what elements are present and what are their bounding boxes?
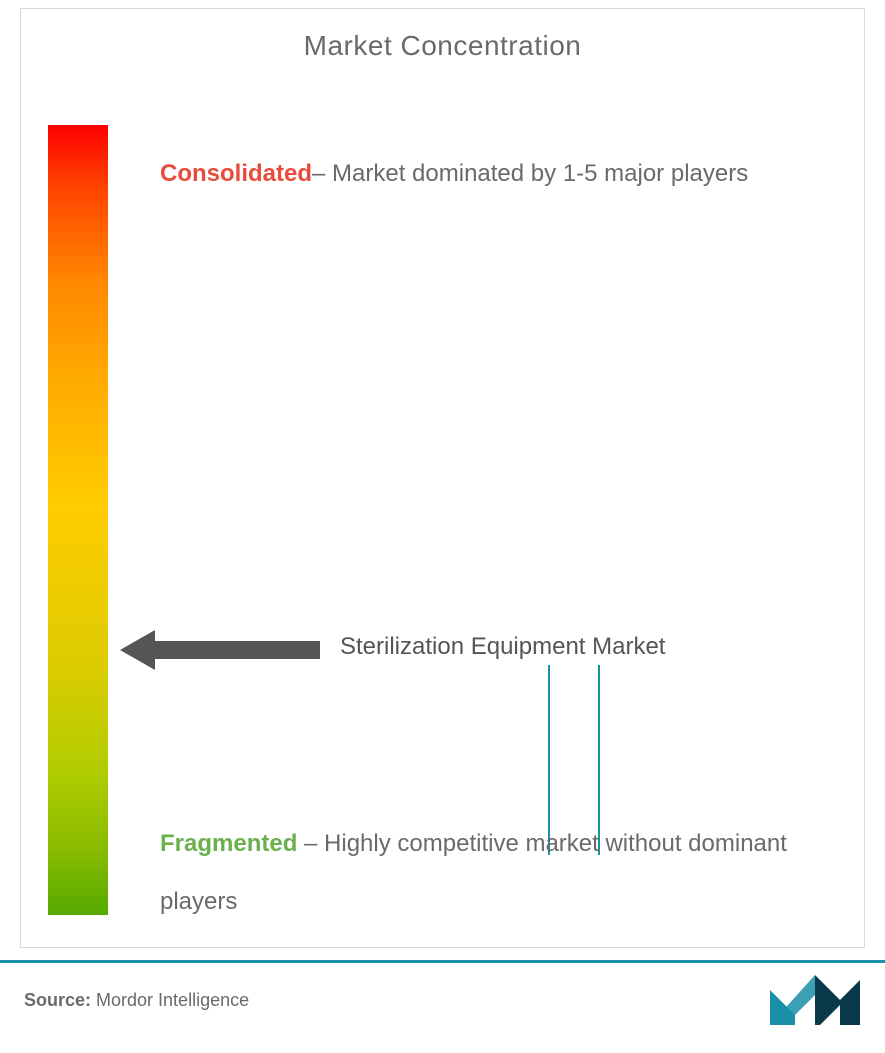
source-name: Mordor Intelligence [91, 990, 249, 1010]
fragmented-label: Fragmented [160, 830, 297, 857]
consolidated-text: – Market dominated by 1-5 major players [312, 160, 748, 187]
infographic-container: Market Concentration Consolidated– Marke… [0, 0, 885, 1053]
consolidated-description: Consolidated– Market dominated by 1-5 ma… [160, 145, 820, 203]
concentration-gradient-scale [48, 125, 108, 915]
fragmented-description: Fragmented – Highly competitive market w… [160, 815, 820, 930]
footer-divider [0, 960, 885, 963]
market-pointer-arrow [120, 625, 320, 675]
page-title: Market Concentration [0, 30, 885, 62]
source-label: Source: [24, 990, 91, 1010]
source-attribution: Source: Mordor Intelligence [24, 990, 249, 1011]
consolidated-label: Consolidated [160, 160, 312, 187]
market-label: Sterilization Equipment Market [340, 633, 665, 661]
brand-logo-icon [765, 970, 865, 1030]
